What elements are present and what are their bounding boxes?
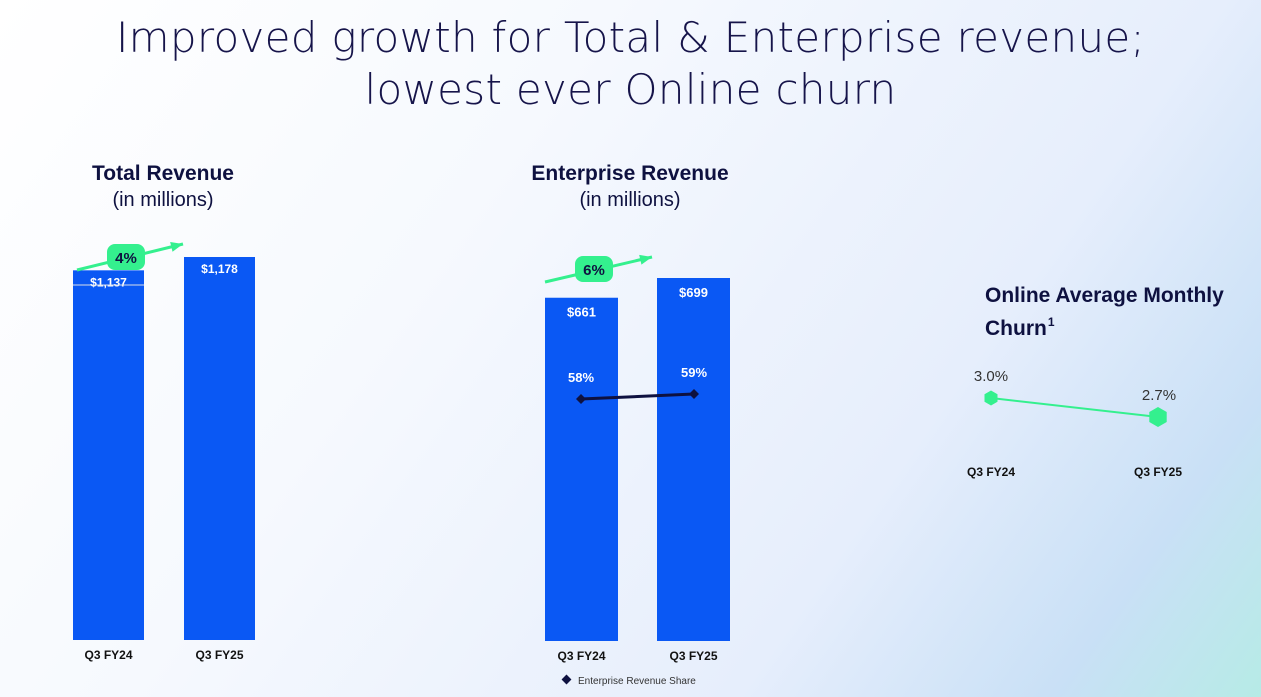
total-revenue-value-label: $1,137 xyxy=(90,275,127,289)
total-revenue-bar xyxy=(73,270,144,640)
churn-line xyxy=(990,397,1159,418)
enterprise-revenue-subtitle: (in millions) xyxy=(579,189,681,211)
total-growth-label: 4% xyxy=(115,250,137,267)
enterprise-growth-arrowhead-icon xyxy=(639,254,652,265)
page-title: Improved growth for Total & Enterprise r… xyxy=(0,12,1261,116)
churn-category-label: Q3 FY25 xyxy=(1134,465,1182,479)
enterprise-revenue-category-label: Q3 FY24 xyxy=(557,649,605,663)
total-revenue-value-label: $1,178 xyxy=(201,262,238,276)
churn-value-label: 2.7% xyxy=(1142,387,1176,404)
churn-footnote-mark: 1 xyxy=(1047,315,1055,329)
churn-title: Online Average Monthly Churn1 xyxy=(985,283,1261,342)
enterprise-revenue-category-label: Q3 FY25 xyxy=(669,649,717,663)
total-revenue-category-label: Q3 FY25 xyxy=(195,648,243,662)
enterprise-revenue-title-block: Enterprise Revenue (in millions) xyxy=(500,161,760,213)
total-growth-pill xyxy=(107,244,145,270)
total-growth-arrowhead-icon xyxy=(170,242,183,252)
total-revenue-category-label: Q3 FY24 xyxy=(84,648,132,662)
enterprise-legend: Enterprise Revenue Share xyxy=(561,674,696,687)
enterprise-revenue-bar xyxy=(657,278,730,641)
enterprise-share-line xyxy=(580,392,695,401)
total-revenue-subtitle: (in millions) xyxy=(112,189,214,211)
total-revenue-title: Total Revenue xyxy=(92,162,234,185)
churn-point xyxy=(1149,407,1167,427)
legend-label: Enterprise Revenue Share xyxy=(578,676,696,687)
churn-value-label: 3.0% xyxy=(974,368,1008,385)
enterprise-growth-label: 6% xyxy=(583,262,605,279)
enterprise-share-label: 59% xyxy=(681,365,707,380)
churn-point xyxy=(984,390,998,406)
enterprise-revenue-value-label: $699 xyxy=(679,285,708,300)
title-line-2: lowest ever Online churn xyxy=(364,65,897,114)
churn-category-label: Q3 FY24 xyxy=(967,465,1015,479)
total-revenue-bar xyxy=(184,257,255,640)
enterprise-share-label: 58% xyxy=(568,370,594,385)
enterprise-revenue-bar xyxy=(545,297,618,641)
enterprise-share-point xyxy=(576,394,586,404)
enterprise-share-point xyxy=(689,389,699,399)
enterprise-revenue-value-label: $661 xyxy=(567,305,596,320)
total-revenue-title-block: Total Revenue (in millions) xyxy=(53,161,273,213)
churn-title-text: Online Average Monthly Churn xyxy=(985,284,1224,340)
enterprise-growth-pill xyxy=(575,256,613,282)
title-line-1: Improved growth for Total & Enterprise r… xyxy=(116,13,1145,62)
enterprise-revenue-title: Enterprise Revenue xyxy=(531,162,729,185)
legend-diamond-icon xyxy=(561,674,572,685)
